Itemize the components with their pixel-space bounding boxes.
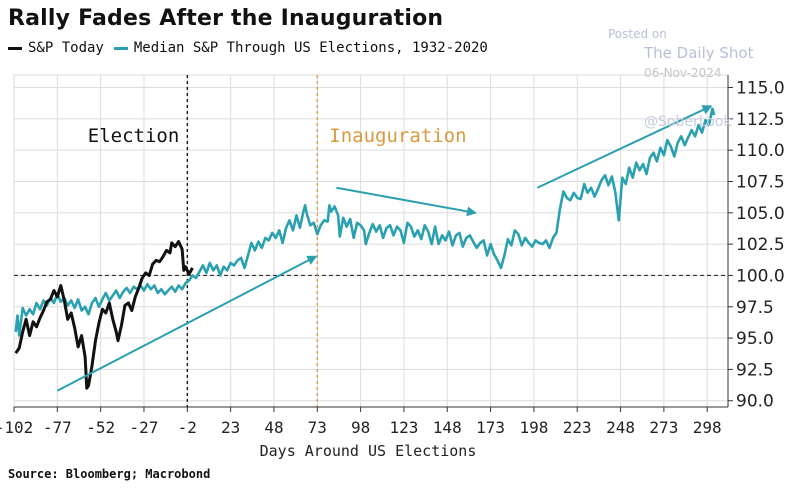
y-tick-label: 115.0 [736,79,785,99]
axes: 90.0 92.5 95.0 97.5 100.0 102.5 105.0 107.5 110.… [0,75,785,437]
y-tick-label: 110.0 [736,141,785,161]
chart-title: Rally Fades After the Inauguration [8,6,444,31]
y-tick-label: 112.5 [736,110,785,130]
y-tick-label: 90.0 [736,392,774,412]
election-label: Election [88,125,180,147]
legend-label-median: Median S&P Through US Elections, 1932-20… [133,40,488,56]
trend-arrow-1 [56,255,318,392]
y-tick-label: 97.5 [736,298,774,318]
x-tick-label: 23 [221,418,240,437]
x-tick-label: 98 [351,418,370,437]
x-tick-label: 298 [693,418,722,437]
watermark-site: The Daily Shot [644,44,754,63]
y-tick-label: 95.0 [736,329,774,349]
inauguration-label: Inauguration [329,125,466,147]
source-note: Source: Bloomberg; Macrobond [8,467,211,481]
x-tick-label: -77 [43,418,72,437]
arrow-layer [56,105,713,392]
series-layer [14,107,716,390]
watermark-handle: @SoberLook [644,114,732,130]
legend-swatch-sp-today [8,46,22,50]
series-line-median [14,107,716,337]
x-axis-label: Days Around US Elections [260,442,477,460]
reference-lines [14,75,728,407]
x-tick-label: -102 [0,418,33,437]
series-line-sp-today [14,240,194,390]
x-tick-label: -52 [86,418,115,437]
y-tick-label: 100.0 [736,266,785,286]
trend-arrow-3 [536,105,713,189]
x-tick-label: 198 [519,418,548,437]
x-tick-label: 248 [606,418,635,437]
x-tick-label: -27 [130,418,159,437]
x-tick-label: 273 [649,418,678,437]
watermark-posted-on: Posted on [608,27,667,41]
x-tick-label: 148 [433,418,462,437]
x-tick-label: 48 [264,418,283,437]
legend: S&P Today Median S&P Through US Election… [8,40,488,56]
trend-arrow-2 [336,186,477,217]
x-tick-label: 123 [389,418,418,437]
annotation-layer: Election Inauguration [88,125,467,147]
x-tick-label: 173 [476,418,505,437]
x-tick-label: -2 [178,418,197,437]
legend-swatch-median [113,46,128,50]
y-tick-label: 107.5 [736,172,785,192]
x-tick-label: 73 [308,418,327,437]
legend-label-sp-today: S&P Today [28,40,104,56]
y-tick-label: 92.5 [736,360,774,380]
y-tick-label: 105.0 [736,204,785,224]
x-tick-label: 223 [563,418,592,437]
y-tick-label: 102.5 [736,235,785,255]
